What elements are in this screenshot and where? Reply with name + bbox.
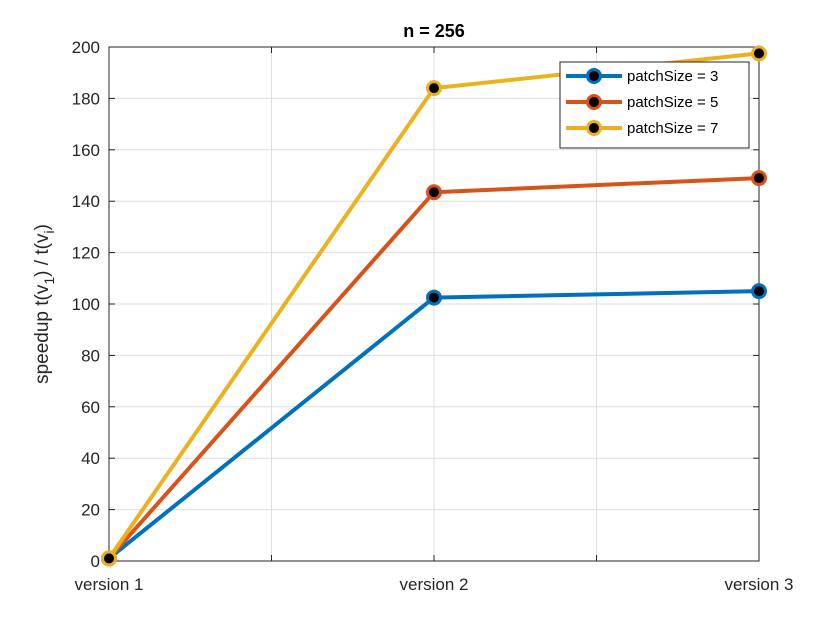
data-point bbox=[751, 45, 767, 62]
legend-entry: patchSize = 7 bbox=[566, 120, 718, 137]
legend: patchSize = 3 patchSize = 5 patchSize = 7 bbox=[559, 61, 750, 149]
x-axis-ticks: version 1 version 2 version 3 bbox=[75, 47, 794, 594]
legend-swatch-marker bbox=[586, 94, 602, 110]
x-tick-label: version 1 bbox=[75, 575, 144, 594]
data-point bbox=[751, 170, 767, 187]
y-axis-label-sub1: 1 bbox=[41, 277, 57, 285]
y-axis-label-pre: speedup t(v bbox=[32, 284, 53, 384]
y-axis-label-post: ) bbox=[32, 224, 53, 230]
y-tick-label: 140 bbox=[72, 192, 100, 211]
data-point bbox=[426, 289, 442, 306]
legend-entry: patchSize = 5 bbox=[566, 94, 718, 111]
y-axis-label-sub2: i bbox=[41, 230, 57, 233]
data-point bbox=[101, 550, 117, 567]
x-tick-label: version 2 bbox=[400, 575, 469, 594]
y-tick-label: 180 bbox=[72, 89, 100, 108]
legend-label: patchSize = 3 bbox=[627, 68, 718, 85]
y-tick-label: 20 bbox=[81, 501, 100, 520]
y-tick-label: 120 bbox=[72, 244, 100, 263]
data-point bbox=[426, 184, 442, 201]
y-tick-label: 160 bbox=[72, 141, 100, 160]
y-tick-label: 0 bbox=[91, 552, 100, 571]
y-tick-label: 100 bbox=[72, 295, 100, 314]
y-tick-label: 80 bbox=[81, 346, 100, 365]
y-tick-label: 200 bbox=[72, 38, 100, 57]
y-axis-ticks: 0 20 40 60 80 100 120 140 160 180 200 bbox=[72, 38, 759, 571]
data-point bbox=[426, 80, 442, 97]
legend-swatch-marker bbox=[586, 120, 602, 136]
legend-label: patchSize = 7 bbox=[627, 120, 718, 137]
y-tick-label: 60 bbox=[81, 398, 100, 417]
y-axis-label-mid: ) / t(v bbox=[32, 233, 53, 277]
legend-swatch-marker bbox=[586, 68, 602, 84]
chart-title: n = 256 bbox=[403, 21, 465, 41]
y-axis-label: speedup t(v1) / t(vi) bbox=[32, 224, 57, 384]
legend-label: patchSize = 5 bbox=[627, 94, 718, 111]
data-point bbox=[751, 283, 767, 300]
legend-entry: patchSize = 3 bbox=[566, 68, 718, 85]
x-tick-label: version 3 bbox=[725, 575, 794, 594]
y-tick-label: 40 bbox=[81, 449, 100, 468]
